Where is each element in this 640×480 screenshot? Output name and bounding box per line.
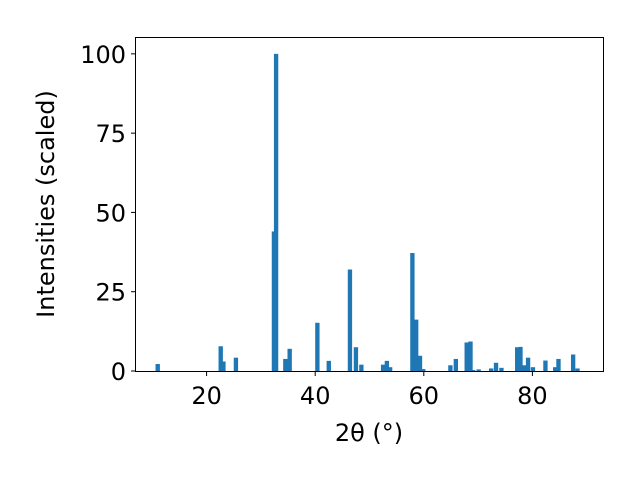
y-tick-label: 25 xyxy=(95,279,126,307)
x-tick-label: 20 xyxy=(191,382,222,410)
bar xyxy=(499,367,504,371)
bar xyxy=(273,53,279,371)
x-tick-label: 60 xyxy=(409,382,440,410)
bar xyxy=(218,346,223,371)
y-tick-label: 0 xyxy=(111,358,126,386)
bar xyxy=(556,358,561,371)
bars-group xyxy=(155,53,580,371)
bar xyxy=(570,354,576,371)
bar xyxy=(414,319,419,371)
y-tick-label: 75 xyxy=(95,120,126,148)
bar xyxy=(359,364,364,371)
bar xyxy=(287,348,292,371)
bar xyxy=(326,360,331,371)
bar xyxy=(417,355,423,371)
bar xyxy=(233,357,239,371)
bar xyxy=(453,358,459,371)
bar xyxy=(421,369,426,371)
x-axis-ticks: 20 40 60 80 xyxy=(191,371,548,410)
bar xyxy=(488,368,494,371)
x-tick-label: 40 xyxy=(300,382,331,410)
bar xyxy=(518,346,523,371)
bar xyxy=(464,342,469,371)
bar xyxy=(525,357,531,371)
bar xyxy=(493,362,499,371)
x-axis-label: 2θ (°) xyxy=(335,419,403,447)
bar xyxy=(530,367,536,371)
y-tick-label: 50 xyxy=(95,199,126,227)
bar xyxy=(468,341,473,371)
bar xyxy=(347,269,353,371)
bar xyxy=(410,253,415,371)
bar xyxy=(575,368,580,371)
bar xyxy=(315,322,320,371)
bar xyxy=(353,347,359,371)
bar xyxy=(387,367,393,371)
y-axis-label: Intensities (scaled) xyxy=(32,90,60,318)
bar xyxy=(522,365,527,371)
bar xyxy=(221,361,226,371)
bar xyxy=(515,347,520,371)
bar xyxy=(476,369,481,371)
bar xyxy=(380,364,386,371)
bar xyxy=(283,358,288,371)
y-tick-label: 100 xyxy=(80,41,126,69)
bar xyxy=(448,365,453,371)
plot-frame xyxy=(135,37,604,372)
x-tick-label: 80 xyxy=(517,382,548,410)
bar xyxy=(553,367,558,371)
bar xyxy=(543,360,548,371)
y-axis-ticks: 0 25 50 75 100 xyxy=(80,41,136,386)
bar xyxy=(384,360,390,371)
bar xyxy=(155,364,160,371)
bar xyxy=(471,370,476,371)
